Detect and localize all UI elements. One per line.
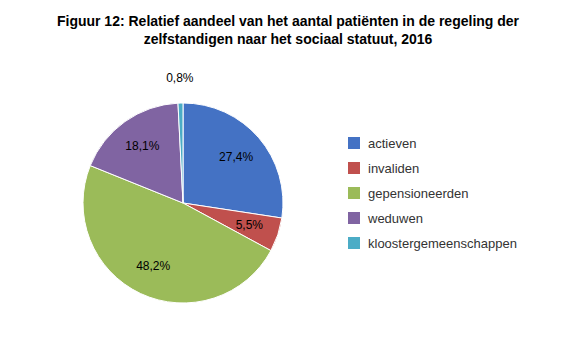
svg-text:48,2%: 48,2% [136, 259, 170, 273]
svg-text:27,4%: 27,4% [219, 150, 253, 164]
html-text:invaliden: invaliden [368, 160, 420, 176]
html-text:zelfstandigen naar het sociaal: zelfstandigen naar het sociaal statuut, … [143, 31, 433, 47]
html-text:Figuur 12: Relatief aandeel va: Figuur 12: Relatief aandeel van het aant… [56, 13, 519, 29]
html-text:actieven: actieven [368, 135, 417, 151]
html-text:weduwen: weduwen [368, 210, 423, 226]
svg-text:0,8%: 0,8% [166, 71, 194, 85]
svg-text:5,5%: 5,5% [236, 218, 264, 232]
html-text:kloostergemeenschappen: kloostergemeenschappen [368, 235, 517, 251]
svg-text:18,1%: 18,1% [125, 139, 159, 153]
html-text:gepensioneerden: gepensioneerden [368, 185, 469, 201]
